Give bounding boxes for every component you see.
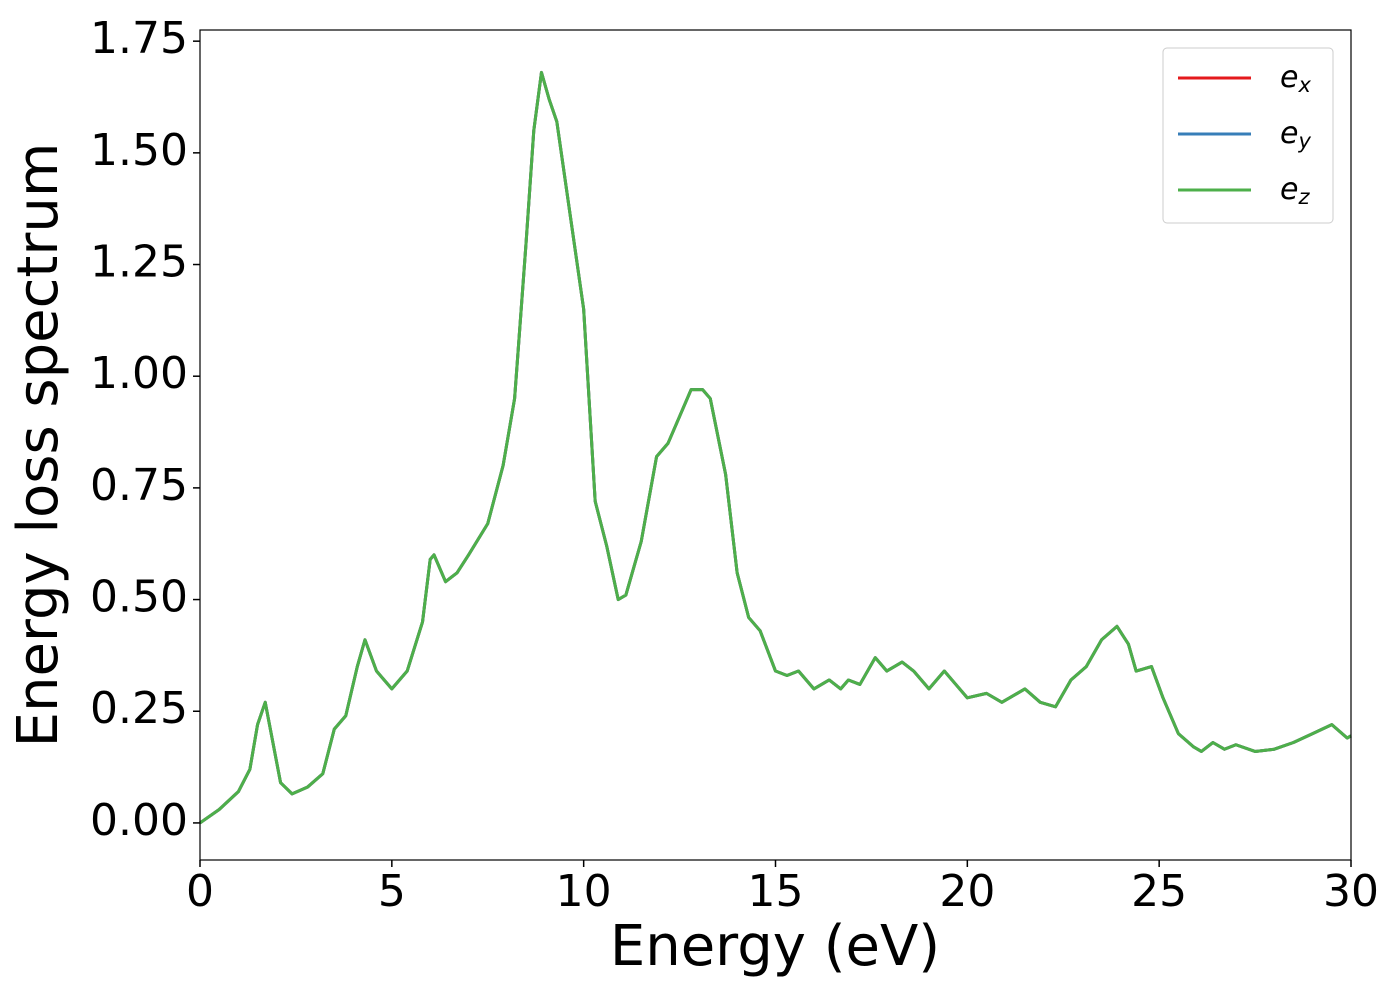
x-tick-label: 10: [556, 866, 612, 917]
y-tick-label: 0.75: [90, 460, 188, 511]
plot-frame: [199, 29, 1352, 861]
x-tick-label: 15: [748, 866, 804, 917]
legend-label: ex: [1280, 60, 1311, 98]
x-tick-label: 25: [1131, 866, 1187, 917]
y-tick-label: 1.75: [90, 13, 188, 64]
x-tick-label: 0: [186, 866, 214, 917]
legend-label: ey: [1280, 116, 1311, 154]
series-line: [199, 70, 1352, 825]
x-tick-label: 20: [939, 866, 995, 917]
y-tick-label: 1.00: [90, 348, 188, 399]
y-tick-label: 0.25: [90, 683, 188, 734]
y-tick-label: 1.50: [90, 125, 188, 176]
x-axis-label: Energy (eV): [610, 914, 940, 979]
y-axis-label: Energy loss spectrum: [6, 143, 71, 748]
legend-label: ez: [1280, 172, 1310, 210]
y-tick-label: 1.25: [90, 237, 188, 288]
y-tick-label: 0.50: [90, 572, 188, 623]
x-tick-label: 5: [378, 866, 406, 917]
x-tick-label: 30: [1323, 866, 1379, 917]
y-tick-label: 0.00: [90, 795, 188, 846]
